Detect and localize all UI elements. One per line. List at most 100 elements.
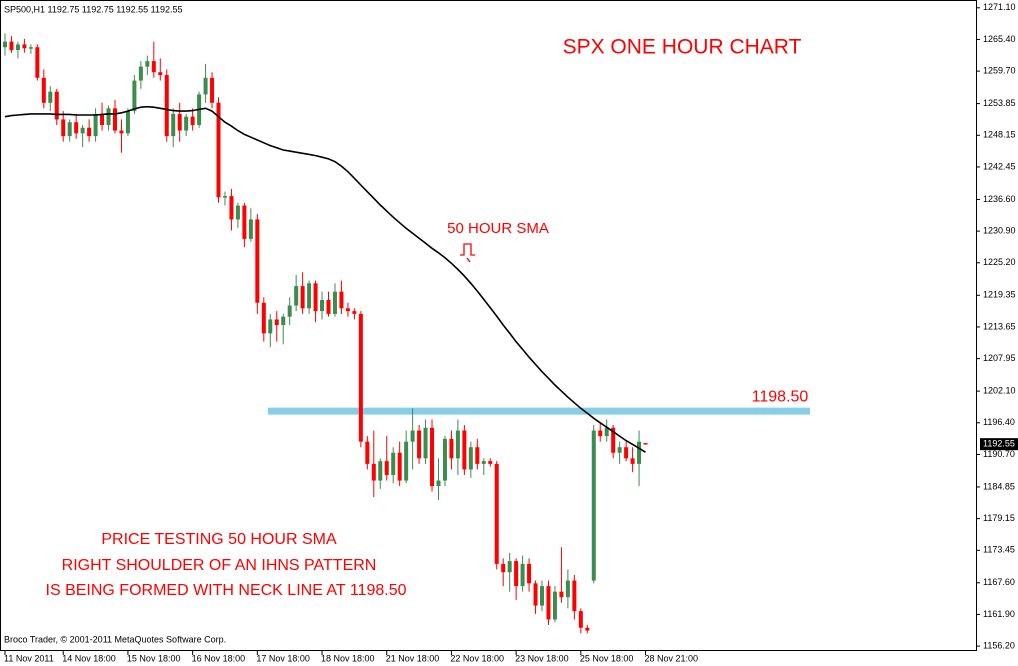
y-tick-label: 1265.40 bbox=[983, 34, 1016, 44]
sma-label: 50 HOUR SMA bbox=[447, 220, 549, 237]
candle-body bbox=[74, 122, 79, 134]
candle-body bbox=[15, 44, 20, 50]
candle-body bbox=[320, 300, 325, 312]
y-tick-label: 1207.95 bbox=[983, 353, 1016, 363]
candle-body bbox=[391, 452, 396, 475]
candle-body bbox=[255, 219, 260, 303]
candle-body bbox=[100, 113, 105, 125]
y-tick-label: 1179.15 bbox=[983, 513, 1015, 523]
sma-pointer bbox=[460, 243, 475, 263]
candle-body bbox=[565, 580, 570, 598]
candle-body bbox=[494, 463, 499, 564]
candles bbox=[3, 33, 648, 634]
candle-body bbox=[326, 300, 331, 314]
candle-body bbox=[624, 447, 629, 459]
y-tick-label: 1190.70 bbox=[983, 449, 1015, 459]
candle-body bbox=[203, 77, 208, 95]
y-tick-label: 1271.10 bbox=[983, 2, 1016, 12]
candle-body bbox=[184, 116, 189, 131]
candle-body bbox=[430, 427, 435, 487]
candle-body bbox=[617, 447, 622, 453]
candle-body bbox=[488, 461, 493, 464]
x-tick-label: 11 Nov 2011 bbox=[4, 653, 54, 663]
footer: Broco Trader, © 2001-2011 MetaQuotes Sof… bbox=[4, 634, 226, 644]
candle-body bbox=[210, 77, 215, 103]
candle-body bbox=[410, 430, 415, 442]
y-tick-label: 1184.85 bbox=[983, 481, 1015, 491]
candle-body bbox=[22, 44, 27, 49]
x-tick-label: 18 Nov 18:00 bbox=[321, 653, 375, 663]
y-tick-label: 1156.20 bbox=[983, 640, 1015, 650]
y-tick-label: 1173.45 bbox=[983, 545, 1015, 555]
candle-body bbox=[552, 591, 557, 620]
last-price-label: 1192.55 bbox=[983, 439, 1015, 449]
x-tick-label: 15 Nov 18:00 bbox=[127, 653, 181, 663]
candle-body bbox=[449, 438, 454, 459]
candle-body bbox=[417, 430, 422, 459]
x-tick-label: 21 Nov 18:00 bbox=[386, 653, 440, 663]
candle-body bbox=[287, 305, 292, 317]
candle-body bbox=[54, 91, 59, 120]
candle-body bbox=[235, 205, 240, 220]
candle-body bbox=[475, 447, 480, 464]
y-tick-label: 1236.60 bbox=[983, 194, 1016, 204]
plot-frame bbox=[0, 0, 977, 651]
note: IS BEING FORMED WITH NECK LINE AT 1198.5… bbox=[46, 582, 407, 599]
candle-body bbox=[533, 583, 538, 606]
candle-body bbox=[41, 77, 46, 103]
y-tick-label: 1259.70 bbox=[983, 65, 1016, 75]
note: RIGHT SHOULDER OF AN IHNS PATTERN bbox=[62, 557, 377, 574]
x-tick-label: 22 Nov 18:00 bbox=[450, 653, 504, 663]
candle-body bbox=[345, 308, 350, 312]
candle-body bbox=[397, 452, 402, 481]
candle-body bbox=[87, 127, 92, 137]
candle-body bbox=[591, 430, 596, 581]
candle-body bbox=[611, 427, 616, 453]
neckline-group: 1198.50 bbox=[268, 388, 810, 415]
candle-body bbox=[546, 586, 551, 620]
candle-body bbox=[216, 102, 221, 198]
y-tick-label: 1161.90 bbox=[983, 609, 1015, 619]
candle-body bbox=[307, 283, 312, 309]
candle-body bbox=[585, 627, 590, 631]
chart-title: SPX ONE HOUR CHART bbox=[563, 36, 802, 59]
candle-body bbox=[164, 75, 169, 137]
candle-body bbox=[138, 66, 143, 81]
candle-body bbox=[378, 461, 383, 481]
candle-body bbox=[80, 127, 85, 134]
candle-body bbox=[281, 316, 286, 325]
candle-body bbox=[514, 561, 519, 587]
y-tick-label: 1219.35 bbox=[983, 290, 1016, 300]
candle-body bbox=[468, 447, 473, 470]
x-tick-label: 25 Nov 18:00 bbox=[580, 653, 634, 663]
candle-body bbox=[540, 586, 545, 606]
candle-body bbox=[294, 286, 299, 306]
candle-body bbox=[339, 291, 344, 309]
candle-body bbox=[61, 119, 66, 137]
y-tick-label: 1202.10 bbox=[983, 385, 1016, 395]
candle-body bbox=[106, 108, 111, 125]
candle-body bbox=[559, 591, 564, 598]
candle-body bbox=[177, 113, 182, 131]
x-tick-label: 23 Nov 18:00 bbox=[515, 653, 569, 663]
candle-body bbox=[578, 611, 583, 628]
x-tick-label: 17 Nov 18:00 bbox=[256, 653, 310, 663]
x-tick-label: 14 Nov 18:00 bbox=[62, 653, 116, 663]
candle-body bbox=[481, 461, 486, 464]
y-tick-label: 1167.60 bbox=[983, 577, 1015, 587]
sma-line bbox=[4, 105, 646, 453]
candle-body bbox=[300, 286, 305, 309]
candle-body bbox=[222, 196, 227, 198]
x-tick-label: 16 Nov 18:00 bbox=[192, 653, 246, 663]
note: PRICE TESTING 50 HOUR SMA bbox=[101, 531, 337, 548]
candle-body bbox=[261, 302, 266, 334]
candle-body bbox=[28, 47, 33, 49]
neckline-label: 1198.50 bbox=[752, 388, 809, 405]
y-tick-label: 1196.40 bbox=[983, 417, 1015, 427]
candle-body bbox=[67, 122, 72, 137]
last-price-box bbox=[980, 438, 1018, 451]
candle-body bbox=[527, 563, 532, 584]
candle-body bbox=[358, 313, 363, 442]
candle-body bbox=[520, 563, 525, 587]
y-tick-label: 1225.20 bbox=[983, 257, 1016, 267]
